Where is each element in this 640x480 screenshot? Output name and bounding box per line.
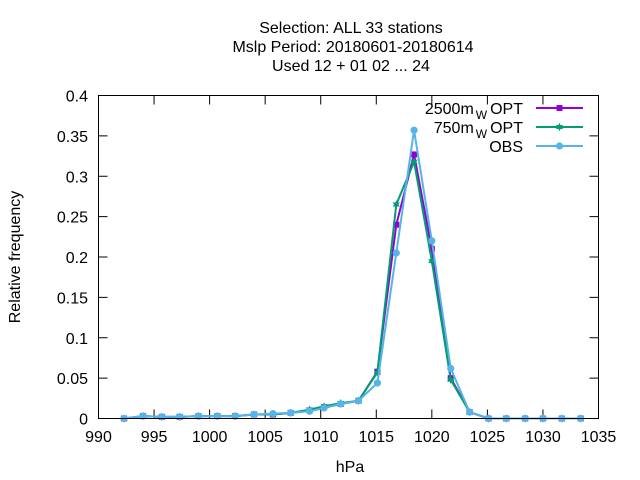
data-point: [447, 375, 455, 384]
series-layer: [120, 126, 585, 423]
series-2500m: [121, 151, 584, 422]
series-750m: [120, 157, 585, 423]
x-axis-label: hPa: [336, 459, 365, 476]
data-point: [287, 409, 295, 417]
series-line: [123, 160, 581, 420]
data-point: [428, 245, 435, 252]
legend-label: 750m W OPT: [434, 120, 523, 141]
y-tick-label: 0: [79, 412, 88, 429]
y-tick-label: 0.25: [57, 210, 88, 227]
data-point: [410, 126, 418, 134]
plot-frame: [98, 95, 599, 419]
data-point: [466, 408, 474, 416]
data-point: [306, 407, 314, 415]
data-point: [373, 368, 382, 377]
title-line-2: Mslp Period: 20180601-20180614: [232, 39, 473, 56]
legend-label: OBS: [489, 139, 523, 156]
data-point: [373, 379, 381, 387]
y-axis-label: Relative frequency: [7, 191, 24, 324]
x-tick-label: 1035: [581, 429, 617, 446]
legend-marker: [555, 142, 564, 150]
legend-entry: 750m W OPT: [434, 120, 583, 141]
legend-marker: [555, 122, 564, 132]
data-point: [354, 397, 363, 405]
legend-entry: 2500m W OPT: [425, 101, 583, 122]
data-point: [393, 221, 400, 228]
data-point: [411, 151, 418, 158]
legend-marker: [556, 105, 563, 111]
data-point: [176, 413, 184, 421]
legend-label: 2500m W OPT: [425, 101, 523, 122]
data-point: [250, 410, 258, 419]
data-point: [194, 412, 203, 420]
data-point: [428, 237, 436, 245]
y-tick-label: 0.15: [57, 290, 88, 307]
y-tick-label: 0.35: [57, 129, 88, 146]
y-tick-label: 0.4: [66, 89, 88, 106]
x-tick-label: 1030: [525, 429, 561, 446]
x-tick-label: 1020: [414, 429, 450, 446]
data-point: [269, 410, 277, 418]
title-line-3: Used 12 + 01 02 ... 24: [272, 58, 430, 75]
data-point: [320, 404, 328, 412]
data-point: [410, 157, 418, 166]
x-tick-label: 1025: [470, 429, 506, 446]
data-point: [158, 413, 166, 421]
series-line: [123, 129, 581, 420]
data-point: [428, 256, 436, 266]
y-tick-label: 0.1: [66, 331, 88, 348]
y-tick-label: 0.05: [57, 371, 88, 388]
title-line-1: Selection: ALL 33 stations: [259, 20, 443, 37]
data-point: [231, 412, 239, 420]
series-line: [123, 153, 581, 420]
x-tick-label: 990: [85, 429, 112, 446]
x-tick-label: 1000: [192, 429, 228, 446]
axis-ticks: 990 995 1000 1005 1010 1015 1020 1025 1030 1035 0 0…: [57, 89, 617, 447]
y-tick-label: 0.2: [66, 250, 88, 267]
data-point: [337, 400, 345, 408]
y-tick-label: 0.3: [66, 169, 88, 186]
x-tick-label: 995: [141, 429, 168, 446]
series-obs: [120, 126, 585, 423]
data-point: [139, 412, 147, 420]
x-tick-label: 1010: [303, 429, 339, 446]
data-point: [392, 200, 400, 209]
chart-title: Selection: ALL 33 stations Mslp Period: …: [232, 20, 473, 75]
data-point: [392, 249, 400, 257]
data-point: [213, 412, 221, 420]
x-tick-label: 1005: [247, 429, 283, 446]
x-tick-label: 1015: [358, 429, 394, 446]
data-point: [447, 364, 455, 373]
legend-entry: OBS: [489, 139, 583, 156]
